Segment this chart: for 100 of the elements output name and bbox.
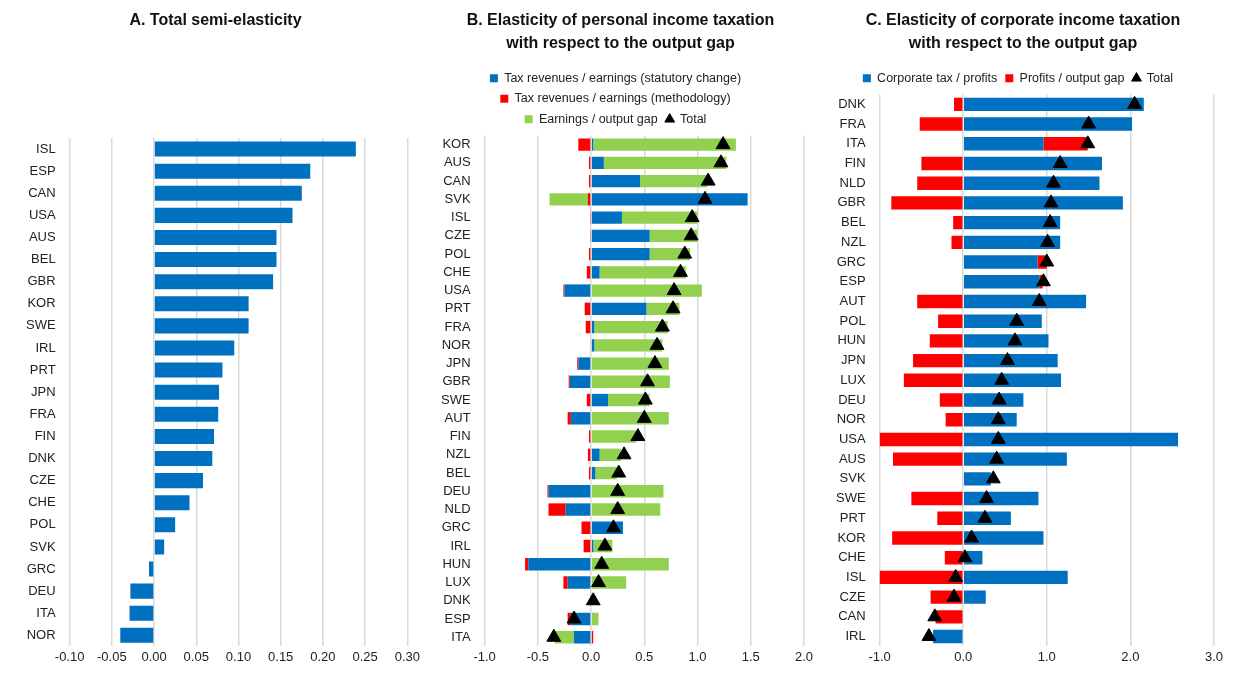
chart-title: B. Elasticity of personal income taxation with respect to the output gap (465, 10, 776, 53)
y-tick-label: KOR (837, 529, 866, 545)
y-tick-label: NLD (839, 174, 866, 190)
y-tick-label: GRC (26, 560, 56, 576)
y-tick-label: AUS (28, 229, 56, 245)
y-tick-label: DNK (838, 95, 866, 111)
x-tick-label: 0.15 (268, 648, 294, 664)
y-tick-label: GBR (837, 194, 866, 210)
x-tick-label: 0.05 (183, 648, 209, 664)
x-tick-label: -1.0 (473, 648, 496, 664)
y-tick-label: SWE (25, 317, 56, 333)
y-tick-label: FIN (449, 428, 471, 444)
y-tick-label: DNK (443, 592, 471, 608)
x-tick-label: 1.0 (1037, 648, 1056, 664)
x-tick-label: 2.0 (1121, 648, 1140, 664)
y-tick-label: GBR (27, 273, 56, 289)
legend-label: Tax revenues / earnings (statutory change) (504, 70, 742, 85)
y-tick-label: BEL (446, 464, 471, 480)
y-tick-label: CZE (444, 227, 471, 243)
y-tick-label: ISL (846, 568, 866, 584)
y-tick-label: ISL (36, 140, 56, 156)
y-tick-label: ISL (451, 209, 471, 225)
y-tick-label: NZL (446, 446, 471, 462)
x-tick-label: 0.30 (394, 648, 421, 664)
x-tick-label: 0.25 (352, 648, 378, 664)
y-tick-label: NOR (441, 336, 471, 352)
y-tick-label: CAN (838, 608, 866, 624)
x-tick-label: -0.05 (97, 648, 127, 664)
y-tick-label: AUT (839, 293, 866, 309)
x-tick-label: 2.0 (794, 648, 814, 664)
y-tick-label: BEL (31, 251, 56, 267)
y-tick-label: FRA (29, 405, 56, 421)
x-tick-label: 0.0 (582, 648, 601, 664)
y-tick-label: ESP (839, 273, 866, 289)
y-tick-label: KOR (442, 136, 471, 152)
y-tick-label: PRT (29, 361, 56, 377)
y-tick-label: LUX (840, 371, 866, 387)
y-tick-label: GBR (442, 373, 471, 389)
y-tick-label: JPN (841, 352, 866, 368)
y-tick-label: SWE (440, 391, 471, 407)
y-tick-label: IRL (450, 537, 471, 553)
y-tick-label: AUS (443, 154, 471, 170)
y-tick-label: POL (29, 516, 56, 532)
x-tick-label: 0.00 (141, 648, 167, 664)
y-tick-label: USA (443, 282, 471, 298)
y-tick-label: GRC (441, 519, 471, 535)
y-tick-label: ITA (846, 135, 866, 151)
y-tick-label: CAN (28, 184, 56, 200)
y-tick-label: IRL (35, 339, 56, 355)
y-tick-label: KOR (27, 295, 56, 311)
y-tick-label: IRL (845, 628, 866, 644)
y-tick-label: SVK (444, 190, 471, 206)
y-tick-label: CHE (838, 549, 866, 565)
y-tick-label: PRT (839, 509, 866, 525)
y-tick-label: CAN (443, 172, 471, 188)
y-tick-label: ESP (29, 162, 56, 178)
y-tick-label: HUN (442, 555, 471, 571)
legend-label: Tax revenues / earnings (methodology) (514, 91, 731, 106)
legend-label: Corporate tax / profits (877, 70, 998, 85)
y-tick-label: FRA (839, 115, 866, 131)
y-tick-label: SVK (29, 538, 56, 554)
legend-label: Profits / output gap (1019, 70, 1125, 85)
x-tick-label: 1.0 (688, 648, 707, 664)
x-tick-label: 0.5 (635, 648, 654, 664)
legend-label: Total (1146, 70, 1174, 85)
y-tick-label: USA (838, 431, 866, 447)
y-tick-label: NLD (444, 501, 471, 517)
x-tick-label: -1.0 (868, 648, 891, 664)
y-tick-label: SWE (835, 490, 866, 506)
y-tick-label: JPN (31, 383, 56, 399)
y-tick-label: DEU (838, 391, 866, 407)
y-tick-label: ESP (444, 610, 471, 626)
y-tick-label: DEU (28, 582, 56, 598)
y-tick-label: POL (839, 312, 866, 328)
y-tick-label: ITA (451, 628, 471, 644)
y-tick-label: HUN (837, 332, 866, 348)
chart-title: C. Elasticity of corporate income taxation with respect to the output gap (864, 10, 1182, 53)
y-tick-label: BEL (841, 214, 866, 230)
x-tick-label: 0.10 (225, 648, 252, 664)
x-tick-label: 3.0 (1204, 648, 1224, 664)
y-tick-label: AUS (838, 450, 866, 466)
y-tick-label: JPN (446, 355, 471, 371)
x-tick-label: 1.5 (741, 648, 760, 664)
x-tick-label: -0.10 (54, 648, 85, 664)
y-tick-label: CHE (443, 263, 471, 279)
x-tick-label: 0.20 (310, 648, 336, 664)
chart-title: A. Total semi-elasticity (128, 10, 303, 30)
y-tick-label: FIN (34, 427, 56, 443)
y-tick-label: POL (444, 245, 471, 261)
legend-label: Earnings / output gap (538, 111, 658, 126)
y-tick-label: USA (28, 206, 56, 222)
y-tick-label: CHE (28, 494, 56, 510)
y-tick-label: CZE (29, 472, 56, 488)
y-tick-label: PRT (444, 300, 471, 316)
y-tick-label: AUT (444, 409, 471, 425)
y-tick-label: NOR (836, 411, 866, 427)
y-tick-label: GRC (836, 253, 866, 269)
y-tick-label: ITA (36, 604, 56, 620)
y-tick-label: NZL (841, 233, 866, 249)
y-tick-label: NOR (26, 626, 56, 642)
